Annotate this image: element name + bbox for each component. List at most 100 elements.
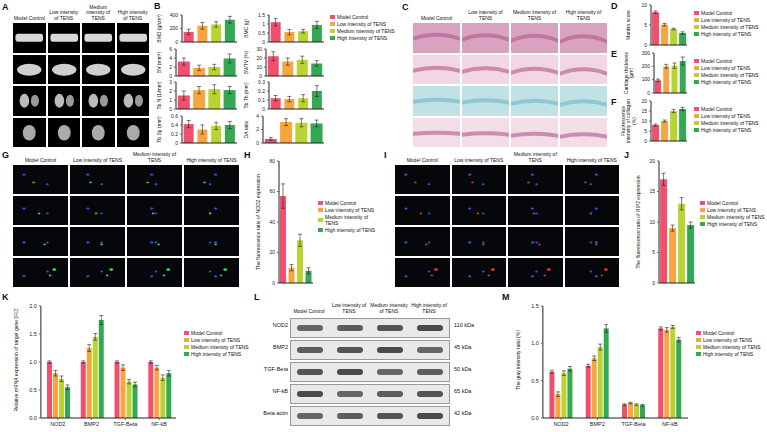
svg-text:0.4: 0.4 [171,121,178,127]
svg-text:0: 0 [644,138,647,144]
html-text:High intensity of TENS: High intensity of TENS [566,156,617,163]
svg-text:15: 15 [649,188,655,194]
svg-text:5: 5 [644,128,647,134]
svg-text:0: 0 [169,106,172,112]
svg-text:0.5: 0.5 [531,378,539,384]
html-text:Medium intensity of TENS: Medium intensity of TENS [370,302,408,314]
html-text:Medium intensity of TENS: Medium intensity of TENS [133,151,176,163]
svg-text:10: 10 [641,118,647,124]
svg-text:0: 0 [652,280,655,286]
svg-text:2.0: 2.0 [29,303,37,309]
html-text:Medium intensity of TENS: Medium intensity of TENS [513,151,557,163]
svg-text:BMP2: BMP2 [84,421,99,427]
html-text:Fluorescence intensity of coll: Fluorescence intensity of collagen (%) [619,99,637,143]
svg-text:2: 2 [169,63,172,69]
html-text:G: G [2,150,9,160]
html-text:Medium intensity of TENS: Medium intensity of TENS [325,214,369,226]
svg-text:400: 400 [170,12,179,18]
svg-text:NF-kB: NF-kB [151,421,167,427]
html-text:B: B [154,1,161,11]
html-text:Low intensity of TENS: Low intensity of TENS [468,9,503,21]
svg-text:NOD2: NOD2 [553,421,568,427]
svg-text:0: 0 [647,90,650,96]
svg-text:1: 1 [169,97,172,103]
svg-text:0.0: 0.0 [29,415,37,421]
svg-text:0: 0 [175,139,178,145]
svg-text:1.5: 1.5 [531,303,539,309]
html-text:BV (mm³): BV (mm³) [156,51,163,73]
html-text:BMD (g/cm³): BMD (g/cm³) [156,14,163,43]
svg-text:15: 15 [641,108,647,114]
svg-text:200: 200 [170,25,179,31]
svg-text:0: 0 [259,72,262,78]
html-text:Model Control: Model Control [24,156,57,163]
html-text:Low intensity of TENS: Low intensity of TENS [49,9,79,21]
svg-text:2: 2 [256,126,259,132]
svg-text:6: 6 [169,46,172,52]
svg-text:0.2: 0.2 [171,130,178,136]
svg-text:60: 60 [269,188,275,194]
svg-text:3: 3 [169,79,172,85]
svg-text:1.5: 1.5 [258,12,265,18]
html-text:M: M [502,292,510,302]
svg-text:300: 300 [642,50,651,56]
svg-text:TGF-Beta: TGF-Beta [622,421,647,427]
html-text:BMC (g): BMC (g) [243,19,250,38]
svg-text:30: 30 [256,46,262,52]
svg-text:NOD2: NOD2 [50,421,65,427]
svg-text:1: 1 [262,21,265,27]
html-text:A: A [2,2,9,12]
svg-text:5: 5 [652,249,655,255]
svg-text:0: 0 [272,280,275,286]
svg-text:1.0: 1.0 [531,340,539,346]
svg-text:10: 10 [649,219,655,225]
svg-text:10: 10 [256,63,262,69]
svg-text:20: 20 [269,249,275,255]
svg-text:20: 20 [256,54,262,60]
html-text:Low intensity of TENS: Low intensity of TENS [72,156,122,163]
svg-text:80: 80 [269,158,275,164]
svg-text:0: 0 [644,42,647,48]
svg-text:0.5: 0.5 [258,30,265,36]
html-text:Model Control: Model Control [13,14,45,21]
svg-text:5: 5 [644,22,647,28]
svg-text:20: 20 [641,98,647,104]
html-text:High intensity of TENS: High intensity of TENS [186,156,237,163]
html-text:Model Control: Model Control [406,156,438,163]
html-text:Low intensity of TENS: Low intensity of TENS [331,302,367,314]
html-text:Model Control: Model Control [293,307,325,314]
svg-text:0.2: 0.2 [258,88,265,94]
svg-text:4: 4 [169,54,172,60]
html-text:High intensity of TENS: High intensity of TENS [117,9,148,21]
html-text:Cartilage thickness (μm): Cartilage thickness (μm) [622,51,634,95]
svg-text:BMP2: BMP2 [590,421,605,427]
svg-text:0: 0 [262,106,265,112]
svg-text:20: 20 [649,158,655,164]
svg-text:4: 4 [256,113,259,119]
svg-text:10: 10 [641,2,647,8]
html-text:C: C [402,2,409,12]
html-text:Model Control: Model Control [420,14,453,21]
html-text:Medium intensity of TENS: Medium intensity of TENS [86,3,111,21]
svg-text:NF-kB: NF-kB [662,421,678,427]
svg-text:0: 0 [175,39,178,45]
svg-text:0.5: 0.5 [29,387,37,393]
svg-text:40: 40 [269,219,275,225]
svg-text:100: 100 [642,76,651,82]
svg-text:TGF-Beta: TGF-Beta [113,421,138,427]
svg-text:1.5: 1.5 [29,331,37,337]
svg-text:0.6: 0.6 [171,113,178,119]
svg-text:200: 200 [642,63,651,69]
svg-text:0: 0 [256,139,259,145]
svg-text:0.1: 0.1 [258,97,265,103]
svg-text:0: 0 [169,72,172,78]
svg-text:1.0: 1.0 [29,359,37,365]
svg-text:2: 2 [169,88,172,94]
svg-text:0.0: 0.0 [531,415,539,421]
svg-text:0.3: 0.3 [258,79,265,85]
svg-text:0: 0 [262,39,265,45]
html-text:Low intensity of TENS: Low intensity of TENS [454,156,504,163]
html-text:Medium intensity of TENS: Medium intensity of TENS [513,9,556,21]
html-text:High intensity of TENS: High intensity of TENS [411,302,447,314]
html-text:High intensity of TENS: High intensity of TENS [565,9,602,21]
